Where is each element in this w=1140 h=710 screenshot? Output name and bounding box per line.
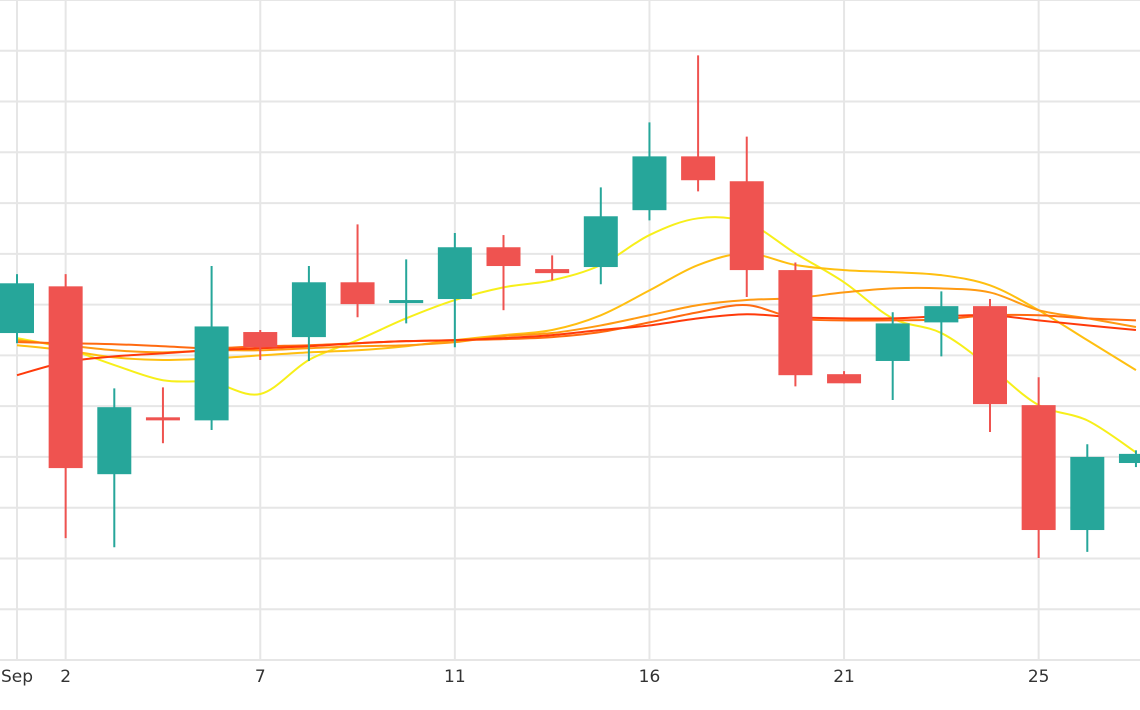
candle-up — [437, 233, 472, 348]
candle-body — [48, 286, 83, 469]
candle-down — [48, 274, 83, 539]
candle-body — [194, 326, 229, 421]
candle-down — [145, 387, 180, 444]
candle-body — [875, 323, 910, 361]
candle-body — [486, 247, 521, 267]
candle-up — [1070, 444, 1105, 552]
candle-up — [1118, 450, 1140, 468]
x-tick-label: 11 — [444, 667, 466, 687]
candle-body — [97, 407, 132, 475]
x-axis-ticks: Sep 2 7 11 16 21 25 — [1, 667, 1049, 687]
candle-body — [973, 306, 1007, 405]
candle-down — [827, 371, 862, 384]
candle-down — [778, 262, 813, 387]
candle-body — [389, 300, 424, 304]
candle-down — [973, 299, 1007, 433]
candle-up — [924, 291, 959, 357]
candle-body — [583, 216, 618, 268]
x-tick-label: 25 — [1028, 667, 1050, 687]
x-tick-label: 7 — [255, 667, 266, 687]
candle-up — [875, 312, 910, 401]
candle-up — [194, 266, 229, 431]
candle-body — [827, 374, 862, 384]
x-tick-label: 16 — [639, 667, 661, 687]
candle-body — [291, 282, 326, 338]
candle-body — [535, 269, 570, 274]
candle-up — [0, 274, 34, 344]
candle-body — [145, 417, 180, 421]
candle-up — [389, 259, 424, 324]
candles — [0, 55, 1140, 558]
candle-down — [1021, 377, 1056, 558]
x-tick-label: 21 — [833, 667, 855, 687]
candle-body — [1070, 456, 1105, 531]
candle-down — [486, 235, 521, 311]
candle-up — [583, 187, 618, 285]
candle-up — [97, 388, 132, 548]
moving-average-lines — [16, 216, 1137, 454]
candle-body — [778, 270, 813, 376]
ma-3-line — [16, 286, 1137, 354]
candle-body — [1118, 453, 1140, 464]
candle-body — [681, 156, 716, 181]
candle-body — [729, 181, 764, 271]
candle-body — [243, 332, 278, 348]
candle-down — [243, 330, 278, 360]
candle-body — [340, 282, 375, 305]
candle-body — [632, 156, 667, 211]
candle-body — [1021, 405, 1056, 531]
candle-body — [0, 283, 34, 334]
ma-4-line — [16, 304, 1136, 350]
candle-body — [437, 247, 472, 300]
x-tick-label: Sep — [1, 667, 33, 687]
candle-up — [632, 122, 667, 221]
candle-down — [340, 224, 375, 318]
candle-body — [924, 306, 959, 323]
candle-down — [535, 255, 570, 281]
candle-up — [291, 266, 326, 361]
candle-down — [681, 55, 716, 192]
x-tick-label: 2 — [60, 667, 71, 687]
candle-down — [729, 136, 764, 297]
